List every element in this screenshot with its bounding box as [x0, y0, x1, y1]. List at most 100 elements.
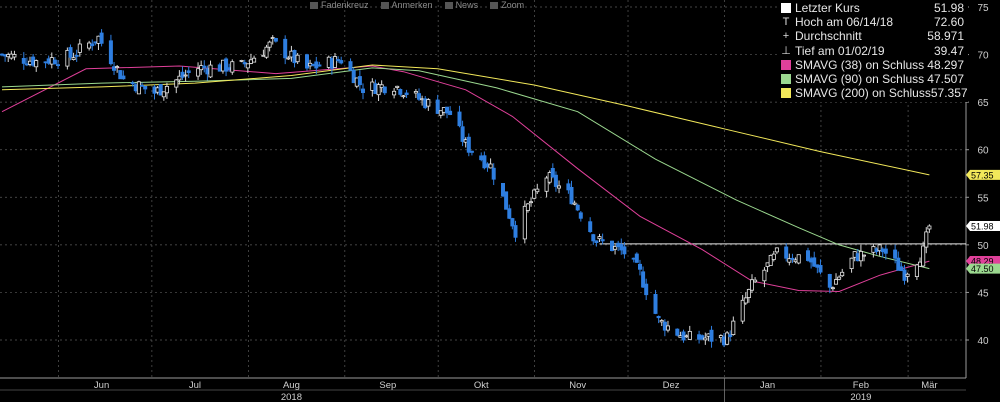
value-tag-bg: [966, 263, 1000, 274]
candle-body: [217, 64, 222, 72]
candle-body: [65, 50, 70, 67]
toolbar-news[interactable]: News: [444, 0, 478, 10]
candle-body: [139, 85, 144, 87]
candlesticks: [0, 29, 932, 348]
legend-value: 58.971: [927, 29, 964, 44]
candle-body: [177, 75, 182, 81]
candle-body: [594, 240, 599, 244]
value-tag-label: 47.50: [971, 264, 994, 274]
candle-body: [183, 74, 188, 77]
candle-body: [834, 279, 839, 285]
candle-body: [398, 89, 403, 95]
x-tick-label: Jul: [189, 380, 201, 391]
candle-body: [644, 283, 649, 296]
candle-body: [158, 84, 163, 96]
candle-body: [753, 279, 758, 283]
candle-body: [725, 332, 730, 345]
candle-body: [588, 221, 593, 232]
legend-label: Hoch am 06/14/18: [795, 15, 894, 30]
candle-body: [597, 236, 602, 240]
candle-body: [687, 330, 692, 340]
candle-body: [510, 218, 515, 227]
candle-body: [482, 155, 487, 169]
x-tick-label: Nov: [569, 380, 586, 391]
candle-body: [899, 266, 904, 271]
candle-body: [927, 225, 932, 230]
legend-value: 72.60: [933, 15, 964, 30]
toolbar-fadenkreuz[interactable]: Fadenkreuz: [310, 0, 369, 10]
legend-value: 51.98: [933, 1, 964, 15]
candle-body: [130, 82, 135, 84]
candle-body: [771, 253, 776, 260]
candle-body: [379, 84, 384, 89]
candle-body: [700, 335, 705, 340]
candle-body: [404, 92, 409, 96]
candle-body: [332, 56, 337, 68]
candle-body: [426, 99, 431, 107]
candle-body: [444, 106, 449, 114]
candle-body: [924, 231, 929, 248]
candle-body: [557, 185, 562, 189]
candle-body: [905, 273, 910, 277]
x-tick-label: Dez: [663, 380, 680, 391]
legend-row: T Hoch am 06/14/18 72.60: [777, 15, 968, 29]
chart-legend: Letzter Kurs 51.98 T Hoch am 06/14/18 72.60 +…: [777, 0, 968, 103]
pencil-icon: [380, 1, 389, 9]
candle-body: [71, 57, 76, 61]
candle-body: [840, 271, 845, 277]
legend-label: SMAVG (200) on Schluss: [795, 86, 931, 101]
candle-body: [893, 249, 898, 259]
candle-body: [224, 58, 229, 72]
legend-row: SMAVG (200) on Schluss 57.357: [777, 86, 968, 100]
candle-body: [918, 261, 923, 267]
chart-toolbar: Fadenkreuz Anmerken News Zoom: [310, 0, 524, 10]
candle-body: [837, 276, 842, 280]
candle-body: [513, 225, 518, 238]
candle-body: [252, 57, 257, 63]
crosshair-icon: [310, 1, 318, 9]
legend-label: Durchschnitt: [795, 29, 862, 44]
candle-body: [750, 279, 755, 291]
toolbar-anmerken[interactable]: Anmerken: [380, 0, 433, 10]
candle-body: [566, 183, 571, 191]
toolbar-zoom[interactable]: Zoom: [490, 0, 524, 10]
candle-body: [544, 177, 549, 192]
candle-body: [336, 59, 341, 62]
candle-body: [743, 297, 748, 304]
candle-body: [376, 84, 381, 96]
candle-body: [578, 212, 583, 219]
candle-body: [740, 299, 745, 322]
candle-body: [553, 174, 558, 187]
candle-body: [34, 60, 39, 68]
candle-body: [360, 88, 365, 93]
legend-value: 47.507: [927, 71, 964, 86]
legend-value: 48.297: [927, 57, 964, 72]
y-tick-label: 55: [977, 193, 989, 204]
candle-body: [283, 38, 288, 59]
candle-body: [438, 110, 443, 116]
candle-body: [653, 293, 658, 314]
candle-body: [634, 253, 639, 263]
legend-row: ⊥ Tief am 01/02/19 39.47: [777, 44, 968, 58]
legend-row: + Durchschnitt 58.971: [777, 29, 968, 43]
candle-body: [572, 202, 577, 205]
legend-label: SMAVG (90) on Schluss: [795, 71, 925, 86]
year-label: 2019: [850, 392, 871, 402]
candle-body: [610, 240, 615, 252]
sma-line-3: [1, 64, 930, 176]
candle-body: [774, 247, 779, 253]
value-tag: 51.98: [966, 221, 1000, 232]
y-tick-label: 70: [977, 51, 989, 62]
toolbar-label: Anmerken: [391, 0, 433, 10]
candle-body: [703, 337, 708, 341]
candle-body: [569, 186, 574, 205]
candle-body: [796, 254, 801, 264]
candle-body: [264, 46, 269, 58]
candle-body: [790, 257, 795, 260]
candle-body: [74, 55, 79, 57]
legend-marker-icon: T: [782, 16, 790, 29]
candle-body: [121, 75, 126, 80]
candle-body: [818, 264, 823, 273]
legend-label: Letzter Kurs: [795, 1, 860, 15]
candle-body: [392, 90, 397, 96]
